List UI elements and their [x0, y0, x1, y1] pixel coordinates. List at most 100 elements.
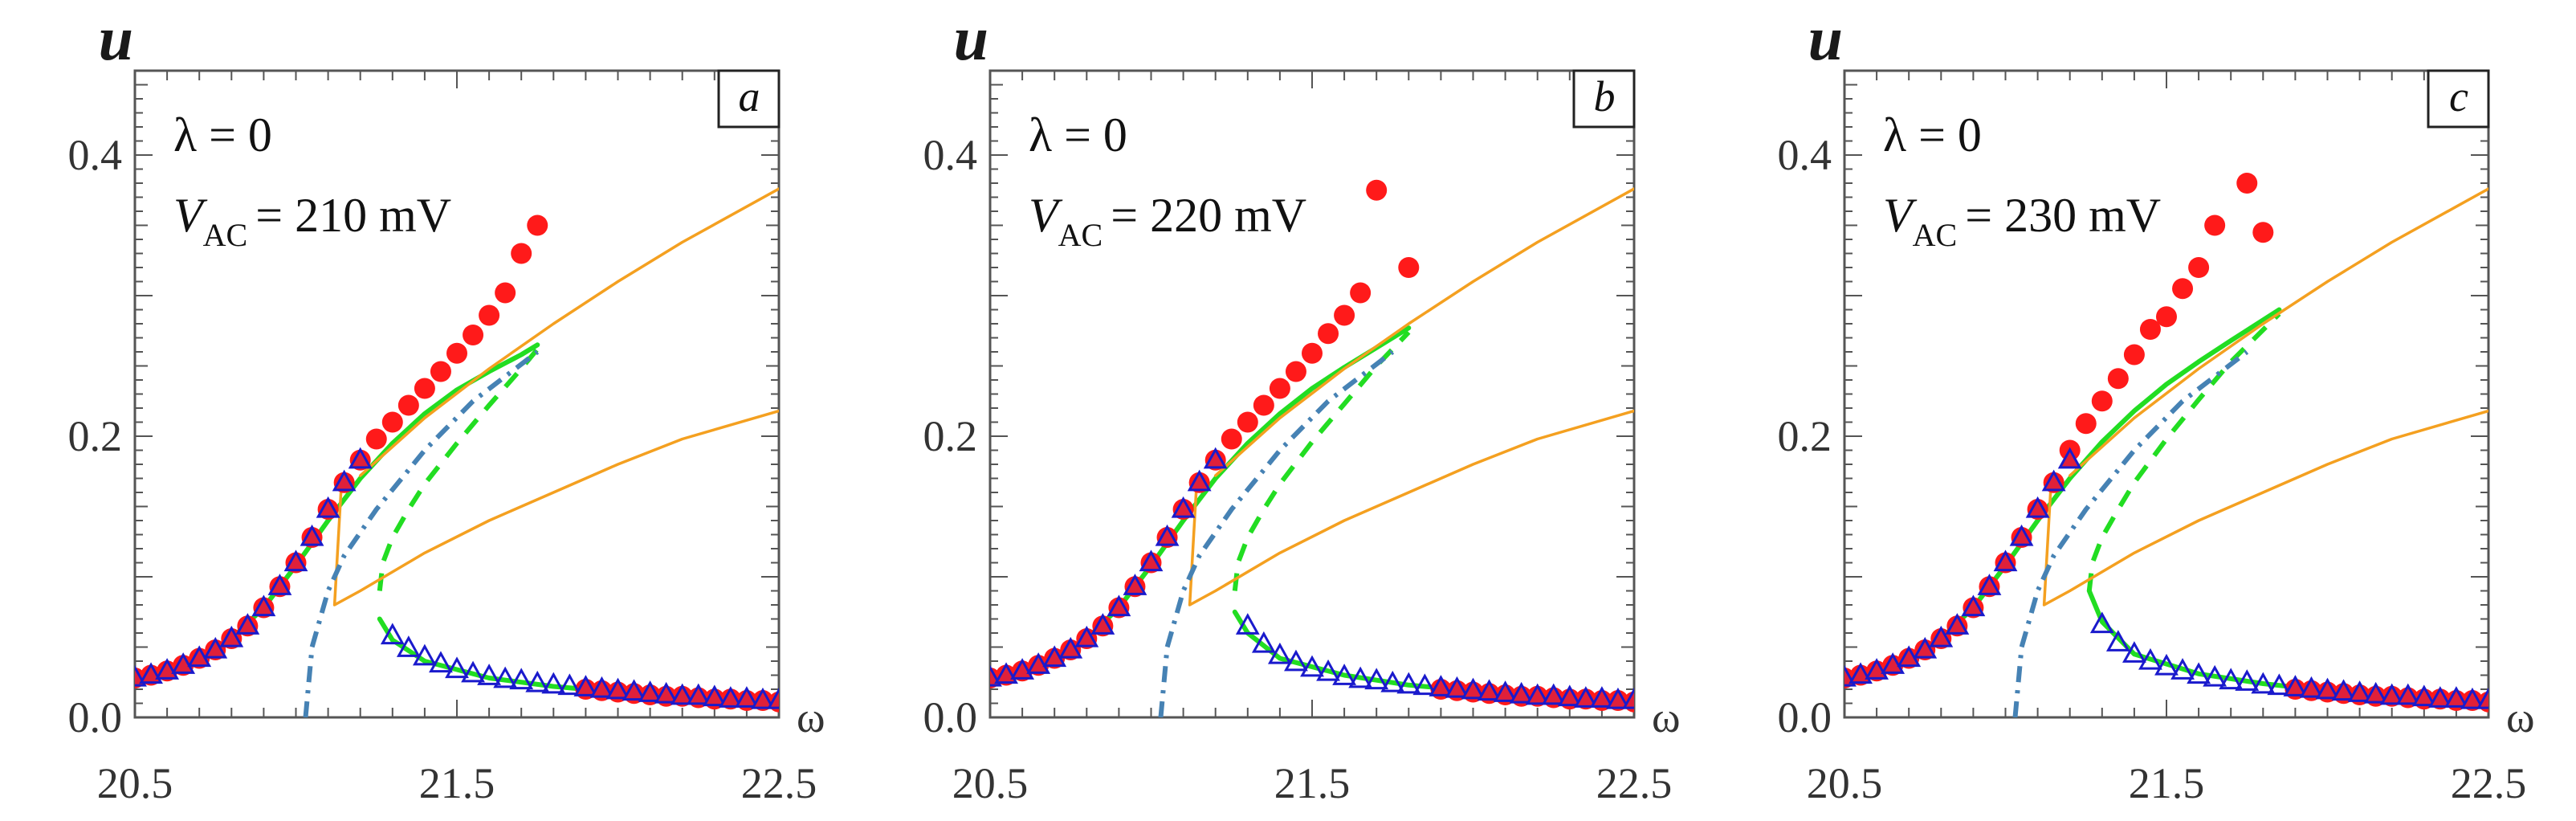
data-point-triangle: [2170, 658, 2195, 680]
panel-label-box: [717, 69, 781, 129]
data-point-triangle: [1929, 625, 1954, 647]
data-point-triangle: [2122, 641, 2146, 663]
data-point-circle: [1221, 428, 1242, 450]
y-tick-label: 0.4: [1778, 131, 1832, 179]
data-point-circle: [2204, 214, 2226, 236]
panel-label-box: [2427, 69, 2490, 129]
data-point-circle: [527, 214, 548, 236]
data-point-triangle: [235, 613, 260, 635]
annotation-vac: VAC = 230 mV: [1883, 189, 2161, 253]
data-point-triangle: [2235, 669, 2260, 691]
data-point-triangle: [316, 496, 340, 518]
data-point-circle: [1334, 304, 1355, 326]
annotation-vac: VAC = 210 mV: [173, 189, 451, 253]
data-point-triangle: [686, 683, 711, 705]
data-point-triangle: [1961, 594, 1986, 617]
data-point-triangle: [2267, 673, 2292, 696]
data-point-triangle: [1945, 613, 1970, 635]
series-unstable-middle-branch: [2086, 312, 2281, 591]
y-tick-label: 0.0: [923, 693, 978, 741]
data-point-triangle: [1445, 676, 1469, 698]
data-point-triangle: [2347, 680, 2372, 702]
data-point-triangle: [1267, 642, 1292, 664]
series-unstable-middle-branch: [1232, 330, 1411, 591]
data-point-triangle: [2089, 611, 2114, 634]
y-tick-label: 0.0: [68, 693, 123, 741]
data-point-circle: [1237, 411, 1258, 433]
data-point-triangle: [2154, 653, 2179, 676]
x-tick-label: 20.5: [952, 759, 1029, 807]
data-point-circle: [2252, 222, 2274, 243]
data-point-triangle: [219, 625, 244, 647]
data-point-triangle: [1541, 683, 1566, 705]
x-tick-label: 22.5: [2451, 759, 2527, 807]
data-point-triangle: [2427, 686, 2452, 708]
data-point-triangle: [751, 687, 775, 709]
data-point-circle: [2075, 413, 2097, 435]
data-point-triangle: [1300, 655, 1324, 677]
data-point-triangle: [1396, 672, 1421, 694]
data-point-triangle: [573, 675, 598, 696]
data-point-triangle: [2041, 469, 2066, 492]
data-point-triangle: [1155, 524, 1180, 546]
data-point-triangle: [1284, 649, 1308, 672]
data-point-triangle: [2203, 664, 2228, 687]
data-point-circle: [365, 428, 387, 450]
data-point-triangle: [734, 686, 759, 708]
data-point-triangle: [461, 660, 485, 683]
data-point-circle: [463, 325, 484, 345]
data-point-circle: [2123, 344, 2145, 366]
data-point-triangle: [2187, 662, 2211, 684]
data-point-triangle: [1509, 681, 1534, 704]
data-point-triangle: [2299, 676, 2324, 698]
y-tick-label: 0.2: [923, 412, 978, 460]
data-point-triangle: [2411, 684, 2436, 707]
x-tick-label: 21.5: [1274, 759, 1351, 807]
data-point-triangle: [2057, 447, 2082, 469]
data-point-triangle: [589, 676, 614, 698]
series-orange-lower-curve: [332, 409, 779, 607]
data-point-triangle: [1977, 574, 2002, 595]
data-point-triangle: [718, 686, 743, 708]
data-point-triangle: [2251, 672, 2276, 694]
series-orange-lower-curve: [1188, 409, 1634, 607]
series-stable-upper-branch: [1844, 307, 2282, 682]
data-point-circle: [2236, 173, 2258, 194]
data-point-triangle: [2315, 677, 2340, 700]
data-point-triangle: [429, 651, 453, 673]
data-point-triangle: [1235, 613, 1260, 635]
series-dot-dash-curve: [303, 349, 540, 717]
data-point-triangle: [2476, 687, 2488, 709]
data-point-circle: [446, 342, 467, 364]
data-point-triangle: [1107, 594, 1131, 617]
x-tick-label: 20.5: [1807, 759, 1883, 807]
data-point-triangle: [1881, 652, 1906, 674]
data-point-triangle: [1380, 670, 1405, 692]
vac-value: = 220 mV: [1111, 189, 1306, 242]
annotation-lambda: λ = 0: [1029, 108, 1127, 161]
panel-label: c: [2449, 72, 2468, 120]
data-point-triangle: [1364, 668, 1389, 690]
data-point-triangle: [1348, 666, 1373, 688]
data-point-triangle: [1139, 549, 1164, 572]
data-point-circle: [479, 304, 500, 326]
data-point-circle: [2091, 390, 2113, 412]
data-point-triangle: [1026, 652, 1051, 674]
annotation-lambda: λ = 0: [173, 108, 272, 161]
y-axis-title: u: [954, 3, 988, 73]
data-point-triangle: [2363, 681, 2388, 704]
data-point-triangle: [1557, 684, 1582, 707]
data-point-triangle: [2219, 668, 2244, 690]
vac-subscript: AC: [1913, 217, 1958, 253]
data-point-triangle: [525, 670, 550, 692]
data-point-circle: [1253, 394, 1274, 416]
data-point-triangle: [267, 574, 292, 595]
data-point-triangle: [509, 668, 534, 690]
data-point-triangle: [380, 623, 405, 645]
data-point-circle: [2139, 319, 2161, 340]
data-point-triangle: [1251, 631, 1276, 653]
chart-panel-a: 20.5 21.5 22.5 0.0 0.2 0.4 u ω λ = 0 VAC = 210 mV a: [68, 3, 825, 807]
data-point-circle: [381, 411, 403, 433]
data-point-triangle: [1606, 687, 1630, 709]
